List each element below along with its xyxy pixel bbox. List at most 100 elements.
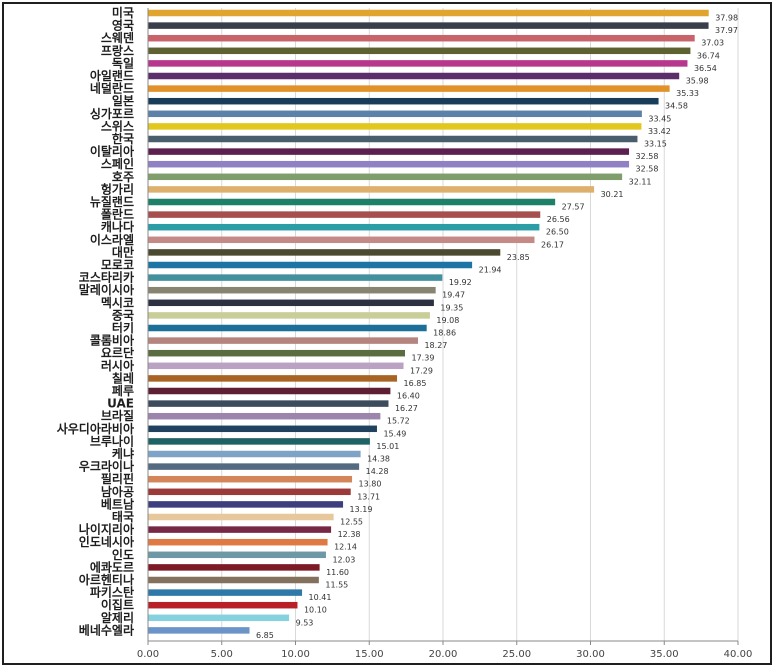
value-label: 26.50	[546, 228, 569, 237]
category-label: 태국	[112, 509, 134, 524]
x-tick-label: 5.00	[211, 649, 233, 660]
category-label: 케냐	[112, 446, 134, 461]
bar	[148, 576, 319, 584]
bar-chart: 0.00 5.00 10.00 15.00 20.00 25.00 30.00 35.00 40…	[57, 5, 753, 660]
bar	[148, 135, 638, 143]
x-tick-label: 30.00	[576, 649, 605, 660]
value-label: 19.35	[440, 303, 463, 312]
x-tick-label: 25.00	[502, 649, 531, 660]
value-label: 27.57	[562, 203, 585, 212]
category-label: 독일	[112, 56, 134, 70]
value-label: 14.28	[366, 467, 389, 476]
value-label: 15.01	[376, 442, 399, 451]
category-label: 미국	[112, 5, 134, 20]
category-label: 네덜란드	[90, 81, 134, 96]
category-label: 인도네시아	[79, 534, 134, 549]
value-label: 11.60	[326, 568, 349, 577]
value-label: 13.71	[357, 492, 380, 501]
bar	[148, 236, 535, 244]
bar	[148, 412, 381, 420]
value-label: 23.85	[507, 253, 530, 262]
value-label: 15.49	[383, 429, 406, 438]
value-label: 12.14	[334, 543, 357, 552]
bar	[148, 387, 391, 395]
value-label: 32.58	[636, 165, 659, 174]
value-label: 16.40	[397, 392, 420, 401]
category-label: 나이지리아	[79, 522, 134, 537]
bar	[148, 85, 670, 92]
category-label: 스위스	[101, 119, 134, 133]
bar	[148, 349, 406, 357]
value-label: 21.94	[479, 266, 502, 275]
value-label: 19.08	[436, 316, 459, 325]
bar	[148, 160, 630, 168]
bar	[148, 362, 404, 370]
x-tick-label: 15.00	[355, 649, 384, 660]
category-label: 베네수엘라	[79, 622, 134, 637]
bar	[148, 450, 361, 458]
value-label: 6.85	[256, 631, 274, 640]
bar	[148, 249, 501, 256]
category-label: 호주	[112, 170, 134, 184]
value-label: 19.92	[449, 278, 472, 287]
bar	[148, 564, 320, 571]
value-label: 19.47	[442, 291, 465, 300]
category-label: 코스타리카	[79, 270, 134, 285]
bar	[148, 312, 430, 319]
category-label: 브라질	[101, 408, 134, 423]
value-label: 12.55	[340, 518, 363, 527]
value-label: 26.17	[541, 240, 564, 249]
bar	[148, 488, 351, 496]
bar	[148, 299, 434, 307]
value-label: 13.80	[359, 480, 382, 489]
category-label: 멕시코	[101, 295, 134, 310]
bar	[148, 400, 389, 407]
bar	[148, 223, 540, 231]
category-label: 스페인	[101, 156, 134, 171]
value-label: 35.98	[686, 77, 709, 86]
value-label: 36.54	[694, 64, 717, 73]
bar	[148, 47, 691, 55]
category-label: 한국	[112, 131, 134, 146]
value-label: 17.29	[410, 366, 433, 375]
bar	[148, 501, 344, 508]
bar	[148, 186, 595, 193]
value-label: 30.21	[601, 190, 624, 199]
bar	[148, 211, 541, 218]
category-label: 칠레	[112, 370, 134, 385]
bar	[148, 375, 398, 382]
value-label: 10.10	[304, 606, 327, 615]
category-label: 페루	[112, 384, 134, 398]
value-label: 12.03	[332, 555, 355, 564]
x-tick-label: 35.00	[650, 649, 679, 660]
bar	[148, 110, 642, 118]
category-label: 우크라이나	[79, 459, 134, 474]
bar	[148, 551, 326, 559]
value-label: 37.98	[715, 14, 738, 23]
bar	[148, 513, 334, 521]
category-label: 남아공	[101, 484, 134, 499]
value-label: 14.38	[367, 455, 390, 464]
value-label: 17.39	[412, 354, 435, 363]
category-label: 사우디아라비아	[57, 421, 134, 436]
value-label: 34.58	[665, 102, 688, 111]
value-label: 16.85	[404, 379, 427, 388]
value-label: 32.11	[629, 177, 652, 186]
bar	[148, 538, 328, 546]
bar	[148, 60, 688, 67]
x-tick-label: 0.00	[137, 649, 159, 660]
category-label: 필리핀	[101, 471, 134, 486]
value-label: 33.42	[648, 127, 671, 136]
category-label: 터키	[112, 320, 134, 335]
bar	[148, 274, 443, 281]
bar	[148, 22, 709, 29]
bar	[148, 148, 630, 155]
chart-frame: 0.00 5.00 10.00 15.00 20.00 25.00 30.00 35.00 40…	[2, 2, 772, 665]
category-label: 아르헨티나	[79, 572, 134, 587]
value-label: 32.58	[636, 152, 659, 161]
category-label: UAE	[107, 397, 134, 411]
category-label: 알제리	[101, 610, 134, 625]
category-label: 대만	[112, 244, 134, 259]
bar	[148, 97, 659, 105]
value-label: 12.38	[338, 530, 361, 539]
